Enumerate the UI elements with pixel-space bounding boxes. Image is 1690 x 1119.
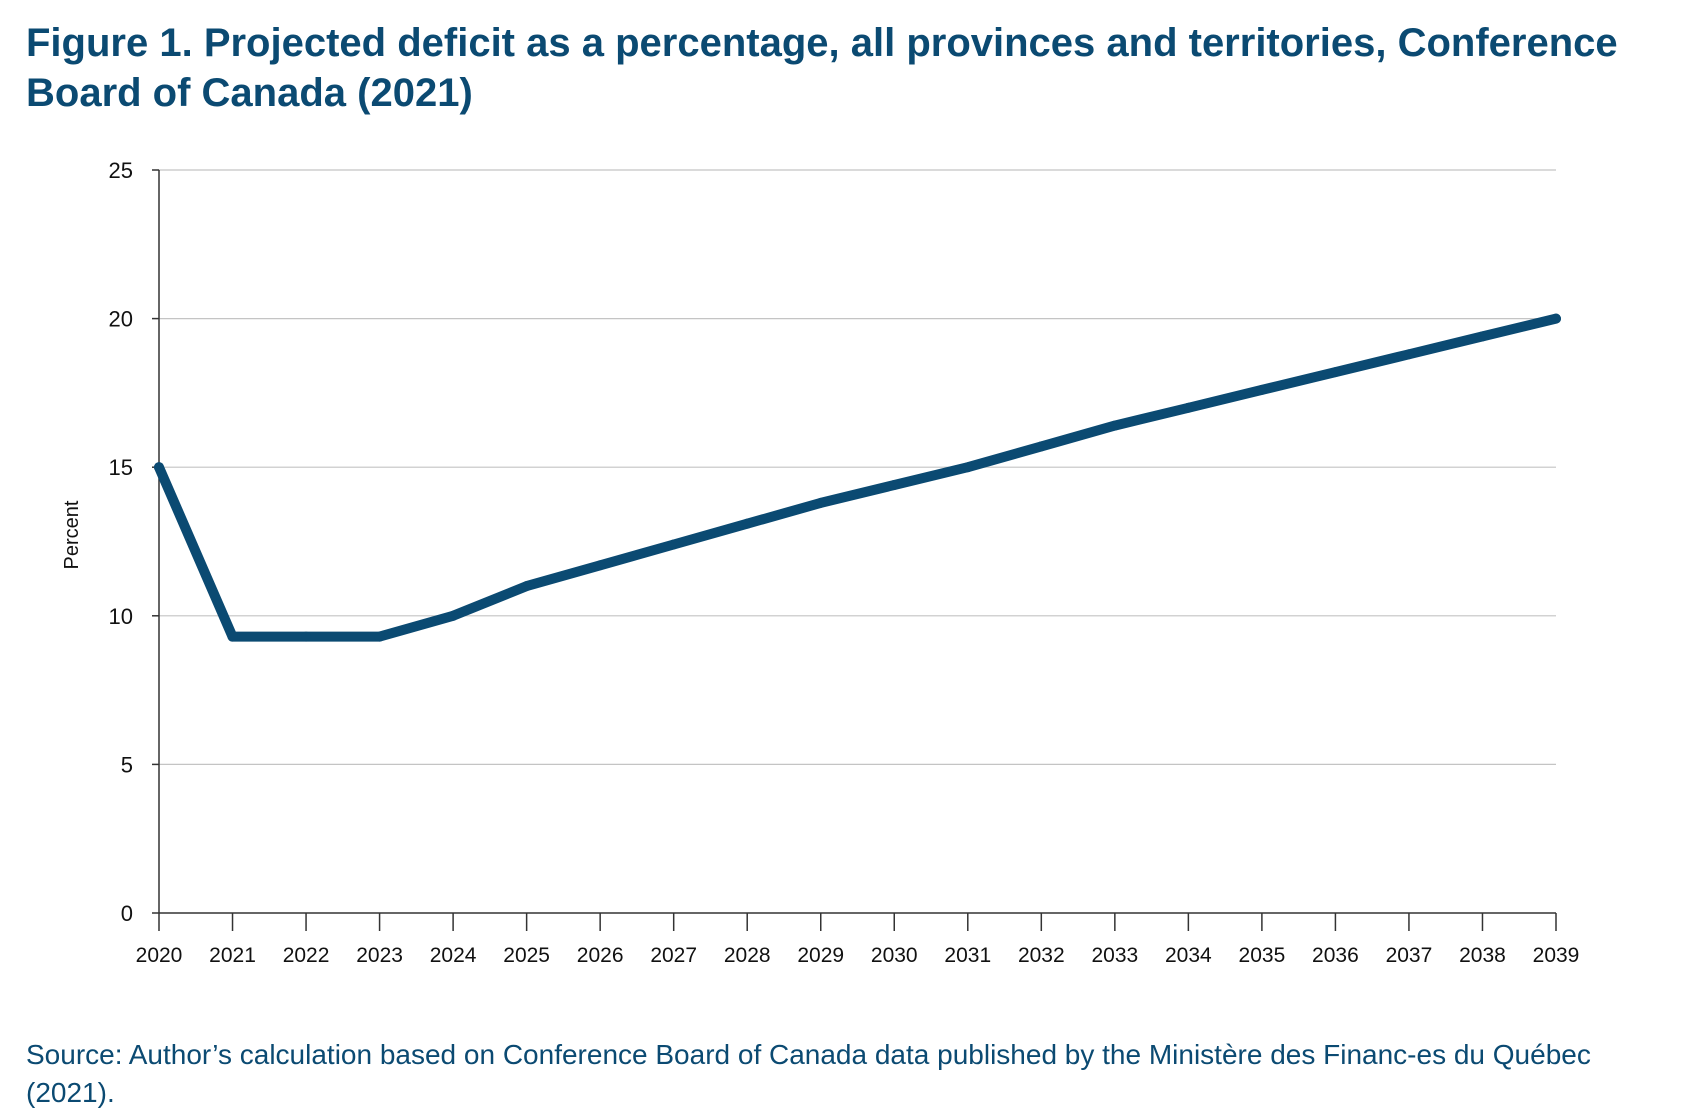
data-point (1330, 367, 1341, 378)
y-tick-label: 10 (109, 604, 133, 629)
x-tick-label: 2030 (871, 944, 918, 967)
data-point (742, 518, 753, 529)
x-tick-label: 2022 (283, 944, 330, 967)
data-point (889, 480, 900, 491)
x-tick-label: 2038 (1459, 944, 1506, 967)
y-axis-ticks: 0 5 10 15 20 25 (109, 158, 159, 926)
source-note: Source: Author’s calculation based on Co… (26, 1039, 1591, 1108)
chart-title: Figure 1. Projected deficit as a percent… (26, 21, 1618, 115)
x-tick-label: 2026 (577, 944, 624, 967)
x-tick-label: 2036 (1312, 944, 1359, 967)
data-point (1551, 313, 1561, 324)
y-tick-label: 15 (109, 455, 133, 480)
data-point (374, 631, 385, 642)
data-point (1036, 441, 1047, 452)
data-point (521, 581, 532, 592)
x-tick-label: 2033 (1091, 944, 1138, 967)
x-tick-label: 2035 (1239, 944, 1286, 967)
data-point (301, 631, 312, 642)
x-tick-label: 2034 (1165, 944, 1212, 967)
data-point (668, 539, 679, 550)
x-tick-label: 2023 (356, 944, 403, 967)
x-axis-ticks: 2020 2021 2022 2023 2024 2025 2026 2027 2028 2029… (136, 913, 1580, 967)
y-tick-label: 5 (121, 752, 133, 777)
y-tick-label: 20 (109, 307, 133, 332)
data-point (1109, 420, 1120, 431)
data-point (962, 462, 973, 473)
data-point (154, 462, 164, 473)
data-point (1403, 349, 1414, 360)
data-point (1477, 331, 1488, 342)
x-tick-label: 2032 (1018, 944, 1065, 967)
x-tick-label: 2031 (944, 944, 991, 967)
data-point (448, 610, 459, 621)
x-tick-label: 2037 (1386, 944, 1433, 967)
x-tick-label: 2021 (209, 944, 256, 967)
data-point (815, 497, 826, 508)
y-axis-title: Percent (61, 500, 83, 569)
x-tick-label: 2020 (136, 944, 183, 967)
x-tick-label: 2039 (1533, 944, 1580, 967)
data-point (1256, 384, 1267, 395)
x-tick-label: 2025 (503, 944, 550, 967)
y-tick-label: 25 (109, 158, 133, 183)
x-tick-label: 2029 (797, 944, 844, 967)
gridlines (159, 169, 1556, 766)
data-point (227, 631, 238, 642)
data-series (154, 313, 1561, 642)
data-point (595, 560, 606, 571)
x-tick-label: 2028 (724, 944, 771, 967)
series-line (154, 313, 1561, 642)
axes (158, 170, 1556, 914)
x-tick-label: 2027 (650, 944, 697, 967)
x-tick-label: 2024 (430, 944, 477, 967)
y-tick-label: 0 (121, 901, 133, 926)
data-point (1183, 402, 1194, 413)
